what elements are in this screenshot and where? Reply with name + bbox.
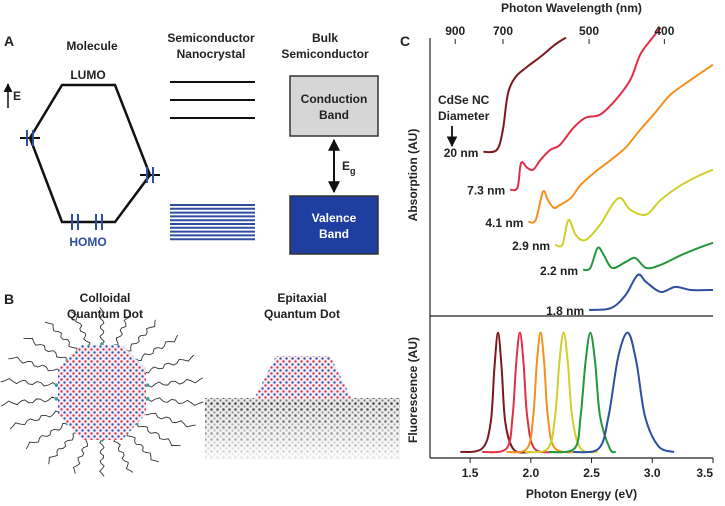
ligand — [147, 397, 204, 406]
ligand-head — [54, 397, 59, 401]
ligand-head — [54, 383, 59, 387]
x-tick-label: 3.5 — [696, 466, 713, 480]
title-line: Semiconductor — [167, 31, 255, 45]
x-tick-label: 1.5 — [462, 466, 479, 480]
epitaxial-title: Epitaxial Quantum Dot — [264, 291, 340, 321]
gap-symbol: E — [342, 159, 350, 173]
title-line: Nanocrystal — [177, 47, 246, 61]
label-line: Band — [319, 108, 349, 122]
size-label: 7.3 nm — [467, 184, 505, 198]
label-line: Valence — [312, 211, 357, 225]
spectrum-line — [582, 241, 714, 272]
ligand — [126, 319, 156, 353]
spectrum-line — [573, 331, 675, 454]
dense-levels — [170, 204, 255, 241]
ligand-head — [145, 397, 150, 401]
ligand — [143, 411, 196, 428]
spectrum-line — [482, 331, 556, 454]
ligand — [136, 423, 181, 447]
size-label: 1.8 nm — [546, 304, 584, 318]
x-axis-label: Photon Energy (eV) — [526, 487, 637, 501]
x2-axis-label: Photon Wavelength (nm) — [501, 1, 642, 15]
x2-tick-label: 900 — [445, 24, 465, 38]
ligand — [8, 356, 61, 373]
size-label: 2.9 nm — [512, 239, 550, 253]
molecular-orbital-diagram — [28, 83, 152, 224]
title-line: Semiconductor — [281, 47, 369, 61]
y-axis-label: Fluorescence (AU) — [406, 337, 420, 443]
molecule-title: Molecule — [66, 39, 118, 53]
electron-spins — [20, 130, 160, 230]
ligand — [1, 396, 57, 407]
gap-label: Eg — [342, 159, 356, 176]
ligand — [70, 311, 91, 347]
x-tick-label: 3.0 — [644, 466, 661, 480]
spectrum-line — [589, 273, 714, 312]
spectrum-line — [528, 63, 714, 224]
spectrum-line — [509, 27, 662, 192]
nanocrystal-title: Semiconductor Nanocrystal — [167, 31, 255, 61]
title-line: Bulk — [312, 31, 338, 45]
y-axis-label: Absorption (AU) — [406, 129, 420, 222]
x2-tick-label: 500 — [579, 24, 599, 38]
ligand — [114, 310, 132, 347]
lumo-label: LUMO — [70, 68, 105, 82]
x2-tick-label: 400 — [654, 24, 674, 38]
spectra-chart: 20 nm 7.3 nm 4.1 nm 2.9 nm 2.2 nm 1.8 nm Absor… — [406, 1, 714, 501]
annotation: Diameter — [438, 109, 490, 123]
label-line: Conduction — [301, 92, 368, 106]
homo-label: HOMO — [69, 235, 106, 249]
ligand — [143, 354, 195, 374]
title-line: Colloidal — [80, 291, 131, 305]
colloidal-dot — [58, 345, 146, 440]
spectrum-line — [548, 331, 617, 454]
ligand — [126, 432, 160, 463]
valence-band — [289, 195, 379, 255]
ligand-head — [100, 342, 104, 346]
substrate-fade — [205, 398, 400, 460]
label-line: Band — [319, 227, 349, 241]
panel-label: B — [4, 291, 14, 307]
spectrum-line — [460, 331, 531, 454]
x-tick-label: 2.0 — [522, 466, 539, 480]
spectrum-line — [483, 36, 567, 154]
ligand — [44, 321, 78, 352]
ligand — [48, 431, 78, 465]
annotation: CdSe NC — [438, 93, 490, 107]
ligand — [99, 439, 105, 477]
size-label: 2.2 nm — [540, 264, 578, 278]
epitaxial-dot — [254, 356, 352, 399]
panel-label: A — [4, 33, 14, 49]
discrete-levels — [170, 81, 255, 119]
x-tick-label: 2.5 — [583, 466, 600, 480]
size-label: 20 nm — [444, 146, 479, 160]
ligand-head — [145, 383, 150, 387]
ligand — [113, 437, 134, 473]
ligand — [147, 377, 203, 388]
title-line: Epitaxial — [277, 291, 326, 305]
spectrum-line — [554, 168, 714, 248]
bulk-title: Bulk Semiconductor — [281, 31, 369, 61]
colloidal-title: Colloidal Quantum Dot — [67, 291, 143, 321]
energy-label: E — [13, 89, 21, 103]
ligand — [99, 307, 105, 345]
ligand — [136, 334, 179, 362]
size-label: 4.1 nm — [485, 216, 523, 230]
ligand — [9, 410, 61, 430]
conduction-band — [289, 75, 379, 137]
gap-subscript: g — [350, 166, 356, 176]
ligand — [72, 437, 90, 474]
ligand — [25, 422, 68, 450]
x2-tick-label: 700 — [493, 24, 513, 38]
title-line: Quantum Dot — [264, 307, 340, 321]
valence-label: Valence Band — [312, 211, 357, 241]
ligand — [23, 337, 68, 361]
conduction-label: Conduction Band — [301, 92, 368, 122]
ligand — [0, 378, 57, 387]
title-line: Quantum Dot — [67, 307, 143, 321]
panel-label: C — [400, 33, 410, 49]
